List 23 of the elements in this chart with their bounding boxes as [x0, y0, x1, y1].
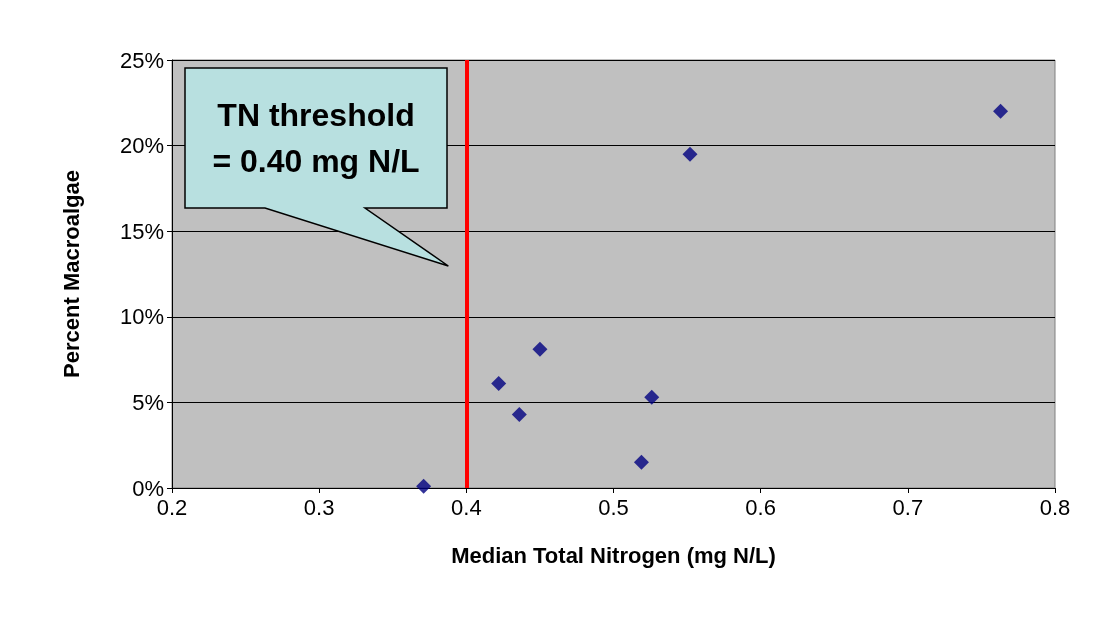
y-tick-label: 25%: [119, 47, 164, 73]
x-tick-label: 0.8: [1039, 494, 1071, 520]
point: [511, 406, 527, 422]
y-tick-label: 20%: [119, 133, 164, 159]
x-tick-label: 0.3: [303, 494, 335, 520]
point: [633, 454, 649, 470]
y-tick-label: 10%: [119, 304, 164, 330]
x-tick-label: 0.5: [598, 494, 629, 520]
y-tick-label: 0%: [132, 475, 164, 501]
y-tick-label: 5%: [132, 389, 164, 415]
x-tick-label: 0.7: [892, 494, 924, 520]
point: [644, 389, 660, 405]
point: [416, 478, 432, 494]
point: [993, 103, 1009, 119]
point: [491, 376, 507, 392]
x-axis-title: Median Total Nitrogen (mg N/L): [451, 542, 776, 568]
point: [532, 341, 548, 357]
y-tick-label: 15%: [119, 218, 164, 244]
x-tick-label: 0.6: [745, 494, 776, 520]
x-tick-label: 0.4: [451, 494, 482, 520]
annotation: TN threshold = 0.40 mg N/L: [212, 97, 420, 179]
point: [682, 146, 698, 162]
y-axis-title: Percent Macroalgae: [58, 170, 84, 378]
